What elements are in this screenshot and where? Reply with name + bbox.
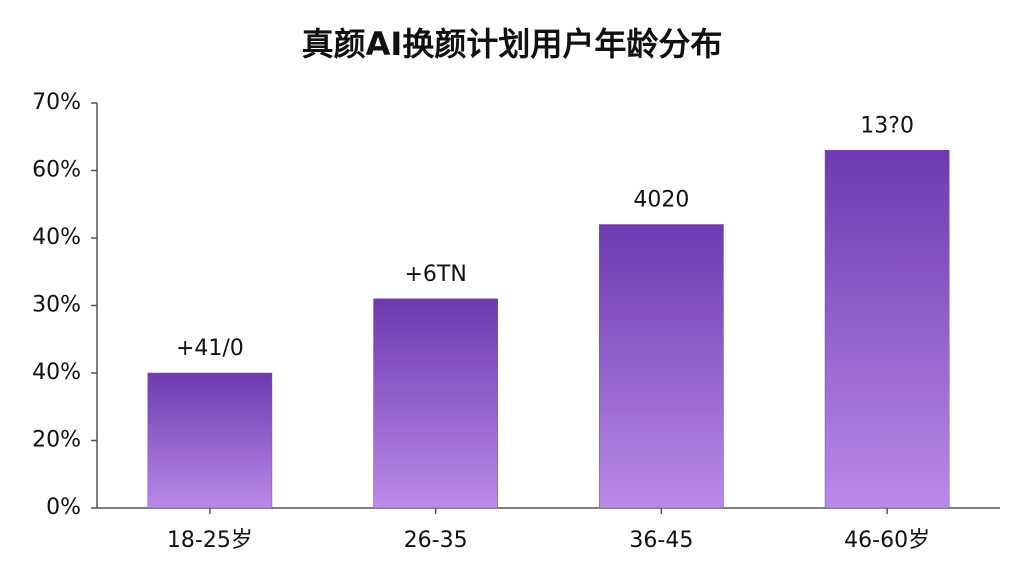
- bar-annotation: +6TN: [404, 262, 466, 287]
- y-tick-label: 40%: [32, 225, 81, 250]
- bar-annotation: 13?0: [860, 113, 914, 138]
- bar: [147, 372, 273, 509]
- y-tick-label: 30%: [32, 293, 81, 318]
- y-tick-label: 70%: [32, 90, 81, 115]
- x-tick-label: 46-60岁: [844, 528, 930, 553]
- chart-title: 真颜AI换颜计划用户年龄分布: [302, 25, 723, 63]
- bar: [599, 224, 724, 509]
- x-tick-label: 26-35: [404, 528, 468, 553]
- x-tick-label: 18-25岁: [167, 528, 253, 553]
- y-tick-label: 20%: [32, 428, 81, 453]
- x-tick-label: 36-45: [629, 528, 693, 553]
- bar-annotation: +41/0: [176, 336, 244, 361]
- bar: [824, 150, 950, 509]
- bar-annotation: 4020: [633, 188, 689, 213]
- y-tick-label: 40%: [32, 360, 81, 385]
- bar: [373, 298, 498, 509]
- y-tick-label: 60%: [32, 158, 81, 183]
- y-tick-label: 0%: [46, 495, 81, 520]
